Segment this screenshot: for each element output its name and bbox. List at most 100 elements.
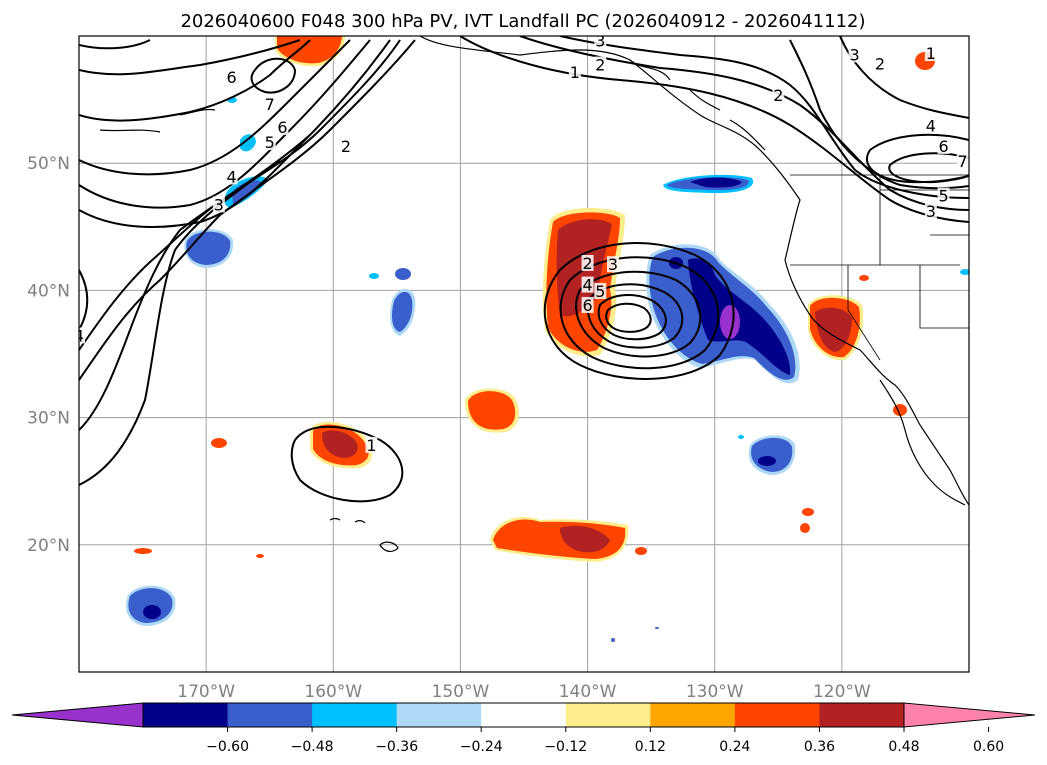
contour-label-bg	[263, 134, 276, 151]
pv-contour-line	[459, 36, 969, 223]
contour-label-bg	[365, 436, 378, 453]
pv-contour-line	[559, 256, 720, 370]
colorbar-tick-label: 0.48	[888, 739, 919, 755]
colorbar-tick-label: −0.60	[206, 739, 249, 755]
colorbar-bin	[396, 703, 482, 727]
lon-tick-label: 120°W	[813, 682, 871, 702]
contour-label: 3	[214, 195, 224, 214]
pv-contour-line	[79, 39, 311, 122]
colorbar-bin	[481, 703, 567, 727]
contour-label-bg	[225, 69, 238, 86]
pv-contour-line	[605, 302, 652, 333]
colorbar-bin	[565, 703, 651, 727]
contour-label: 6	[277, 118, 287, 137]
coastline-baja	[879, 379, 966, 506]
contour-label-bg	[276, 118, 289, 135]
ivt-patch-central-pacific	[465, 388, 519, 433]
map-background	[79, 36, 969, 672]
colorbar-extend-high	[903, 702, 1036, 728]
colorbar-tick-label: 0.36	[804, 739, 835, 755]
contour-label-bg	[874, 55, 886, 72]
colorbar-tick-label: 0.24	[719, 739, 750, 755]
ivt-positive-shading	[134, 36, 935, 562]
contour-label-bg	[225, 168, 238, 185]
contour-label-bg	[212, 196, 225, 213]
contour-label-bg	[581, 254, 594, 271]
colorbar-bin	[734, 703, 820, 727]
map-frame	[78, 35, 970, 673]
lat-tick-label: 30°N	[27, 409, 70, 429]
ivt-patch-southeast	[748, 435, 796, 475]
contour-label-bg	[594, 56, 607, 73]
pv-contour-line	[79, 39, 301, 76]
contour-label-bg	[581, 296, 594, 313]
contour-label: 3	[595, 31, 605, 50]
pv-contour-line	[559, 36, 969, 199]
contour-label: 3	[849, 45, 859, 64]
lat-tick-label: 20°N	[27, 536, 70, 556]
pv-contour-line	[575, 270, 702, 358]
contour-label: 3	[608, 255, 618, 274]
contour-label: 6	[582, 296, 592, 315]
pv-contour-line	[79, 39, 351, 176]
pv-contour-line	[587, 283, 684, 349]
pv-contour-line	[79, 269, 89, 331]
colorbar-bin	[227, 703, 313, 727]
pv-contour-line	[888, 152, 969, 184]
alaska-islands	[99, 59, 766, 151]
coastlines	[99, 36, 969, 552]
figure-title: 2026040600 F048 300 hPa PV, IVT Landfall…	[180, 11, 865, 32]
contour-label: 2	[773, 86, 783, 105]
contour-label: 1	[926, 44, 936, 63]
pv-contour-line	[597, 294, 667, 341]
colorbar-tick-label: 0.60	[973, 739, 1004, 755]
contour-label: 2	[875, 54, 885, 73]
pv-contour-line	[543, 242, 735, 380]
pv-contours	[79, 36, 969, 503]
lon-tick-label: 150°W	[432, 682, 490, 702]
lon-tick-label: 140°W	[559, 682, 617, 702]
contour-label: 2	[341, 137, 351, 156]
hawaiian-islands	[329, 517, 399, 552]
contour-label-bg	[568, 64, 581, 81]
colorbar-tick-label: −0.24	[460, 739, 503, 755]
contour-label-bg	[937, 187, 950, 204]
ivt-patch-top	[275, 36, 345, 67]
contour-label-bg	[594, 282, 607, 299]
contour-label: 2	[582, 254, 592, 273]
coastline-north-america	[419, 36, 969, 506]
latitude-tick-labels: 20°N 30°N 40°N 50°N	[27, 154, 70, 556]
contour-label-bg	[607, 256, 619, 273]
ivt-patch-gulf-alaska	[663, 174, 754, 194]
contour-label: 5	[938, 187, 948, 206]
contour-label: 5	[595, 282, 605, 301]
contour-label: 4	[926, 117, 936, 136]
lon-tick-label: 160°W	[304, 682, 362, 702]
pv-contour-line	[79, 39, 416, 381]
contour-label: 6	[226, 68, 236, 87]
pv-contour-line	[290, 425, 404, 503]
pv-contour-line	[250, 57, 297, 94]
colorbar-bin	[143, 703, 229, 727]
colorbar-tick-label: −0.12	[544, 739, 587, 755]
contour-label-bg	[594, 36, 607, 49]
contour-label-bg	[924, 117, 937, 134]
contour-label: 1	[366, 436, 376, 455]
colorbar-bin	[819, 703, 905, 727]
lon-tick-label: 170°W	[177, 682, 235, 702]
contour-label-bg	[937, 137, 950, 154]
contour-label-bg	[581, 276, 594, 293]
colorbar-bin	[650, 703, 736, 727]
contour-label: 4	[226, 167, 236, 186]
colorbar-tick-label: −0.36	[375, 739, 418, 755]
colorbar-tick-label: 0.12	[635, 739, 666, 755]
contour-label: 3	[926, 202, 936, 221]
lat-tick-label: 50°N	[27, 154, 70, 174]
ivt-patch-midocean	[369, 268, 416, 336]
colorbar: −0.60 −0.48 −0.36 −0.24 −0.12 0.12 0.24 0.36 0.4…	[11, 702, 1036, 755]
contour-label: 5	[265, 133, 275, 152]
contour-label-bg	[848, 46, 861, 63]
